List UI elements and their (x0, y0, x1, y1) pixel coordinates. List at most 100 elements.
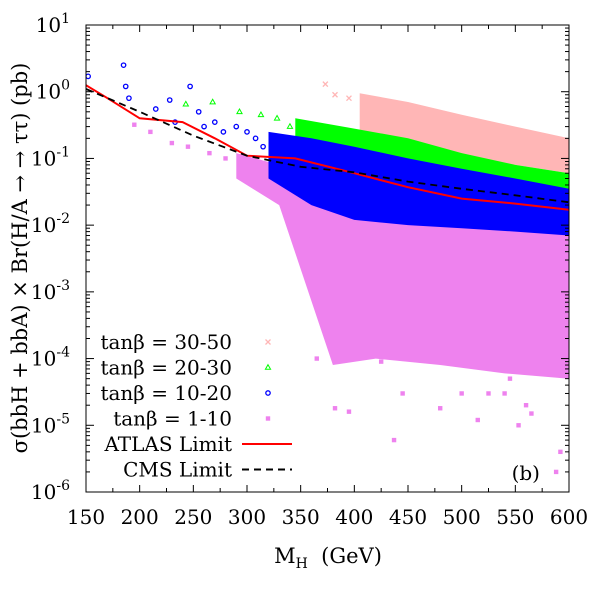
scatter-point (523, 403, 529, 408)
scatter-point (207, 150, 212, 156)
scatter-point (209, 98, 217, 105)
legend-entry: tanβ = 30-50 (100, 330, 271, 354)
y-tick-label: 10-5 (31, 411, 70, 437)
scatter-point (132, 122, 137, 127)
scatter-density-band (359, 93, 569, 174)
scatter-point (120, 62, 127, 69)
scatter-point (169, 140, 175, 146)
ticks-layer (85, 24, 570, 493)
scatter-point (244, 162, 250, 168)
scatter-point (152, 106, 159, 112)
x-tick-label: 450 (389, 505, 427, 529)
legend-entry: tanβ = 1-10 (113, 407, 271, 431)
legend-entry: tanβ = 20-30 (100, 356, 272, 380)
atlas-limit-line (86, 84, 569, 211)
legend-label: CMS Limit (123, 458, 232, 482)
x-axis-label: MH (GeV) (274, 544, 382, 572)
scatter-point (475, 417, 480, 423)
legend-entry: ATLAS Limit (103, 432, 292, 456)
scatter-point (332, 406, 338, 411)
scatter-point (223, 156, 228, 161)
scatter-point (309, 233, 314, 238)
scatter-point (303, 202, 309, 208)
y-tick-label: 10-4 (31, 345, 70, 371)
scatter-point (166, 97, 173, 103)
legend-entry: tanβ = 10-20 (100, 381, 271, 405)
scatter-point (332, 91, 338, 98)
legend-label: tanβ = 1-10 (113, 407, 232, 431)
scatter-point (558, 449, 563, 455)
scatter-point (266, 171, 271, 176)
legend-label: ATLAS Limit (103, 432, 232, 456)
x-tick-label: 400 (335, 505, 373, 529)
scatter-point (220, 129, 227, 135)
legend-marker (265, 390, 271, 396)
scatter-point (448, 336, 454, 341)
y-tick-label: 10-2 (31, 211, 70, 237)
y-tick-label: 10-6 (31, 478, 70, 504)
scatter-point (507, 376, 513, 381)
scatter-point (233, 123, 240, 130)
legend-label: tanβ = 30-50 (100, 330, 232, 354)
scatter-point (346, 95, 352, 102)
scatter-point (257, 111, 265, 118)
panel-annotation: (b) (512, 461, 540, 485)
scatter-point (553, 469, 559, 475)
scatter-point (378, 359, 384, 364)
limit-lines-layer (86, 84, 569, 211)
y-tick-label: 100 (36, 78, 70, 104)
scatter-point (187, 83, 193, 90)
x-tick-label: 600 (550, 505, 588, 529)
y-tick-label: 10-1 (31, 144, 70, 170)
tick-labels-layer: 150 200 250 300 350 400 450 500 550 600 101 100 10-1… (31, 11, 588, 529)
legend-marker (265, 416, 271, 421)
x-tick-label: 200 (121, 505, 159, 529)
scatter-point (529, 411, 534, 416)
scatter-point (502, 391, 507, 396)
legend-label: tanβ = 20-30 (100, 356, 232, 380)
scatter-point (195, 108, 202, 115)
scatter-point (122, 83, 129, 90)
scatter-point (185, 144, 191, 149)
y-tick-label: 10-3 (31, 278, 70, 304)
scatter-point (400, 391, 405, 396)
scatter-point (201, 123, 207, 130)
scatter-point (236, 107, 243, 115)
scatter-point (411, 324, 416, 329)
scatter-point (286, 122, 294, 129)
x-tick-label: 300 (228, 505, 266, 529)
legend-entry: CMS Limit (123, 458, 292, 482)
legend-marker (265, 339, 271, 345)
scatter-point (438, 406, 443, 411)
scatter-point (346, 409, 352, 414)
x-tick-label: 550 (496, 505, 534, 529)
legend-marker (264, 363, 272, 370)
scatter-point (86, 73, 91, 80)
scatter-point (314, 356, 319, 361)
y-tick-label: 101 (36, 11, 70, 37)
scatter-point (391, 437, 397, 443)
y-axis-label: σ(bbH + bbA) × Br(H/A → → ττ) (pb) (8, 63, 32, 454)
scatter-point (211, 119, 218, 125)
x-tick-label: 250 (174, 505, 212, 529)
scatter-point (319, 249, 325, 254)
x-tick-label: 350 (282, 505, 320, 529)
scatter-point (273, 114, 281, 121)
scatter-point (260, 143, 266, 150)
scatter-point (486, 391, 491, 396)
scatter-point (516, 423, 521, 428)
scatter-point (252, 135, 259, 142)
cms-limit-line (86, 88, 569, 204)
scatter-point (126, 95, 132, 102)
scatter-point (459, 391, 464, 396)
scatter-point (244, 129, 250, 135)
scatter-point (182, 100, 190, 107)
x-tick-label: 150 (67, 505, 105, 529)
x-tick-label: 500 (443, 505, 481, 529)
scatter-point (148, 129, 153, 135)
legend-label: tanβ = 10-20 (100, 381, 232, 405)
scatter-point (322, 81, 329, 88)
